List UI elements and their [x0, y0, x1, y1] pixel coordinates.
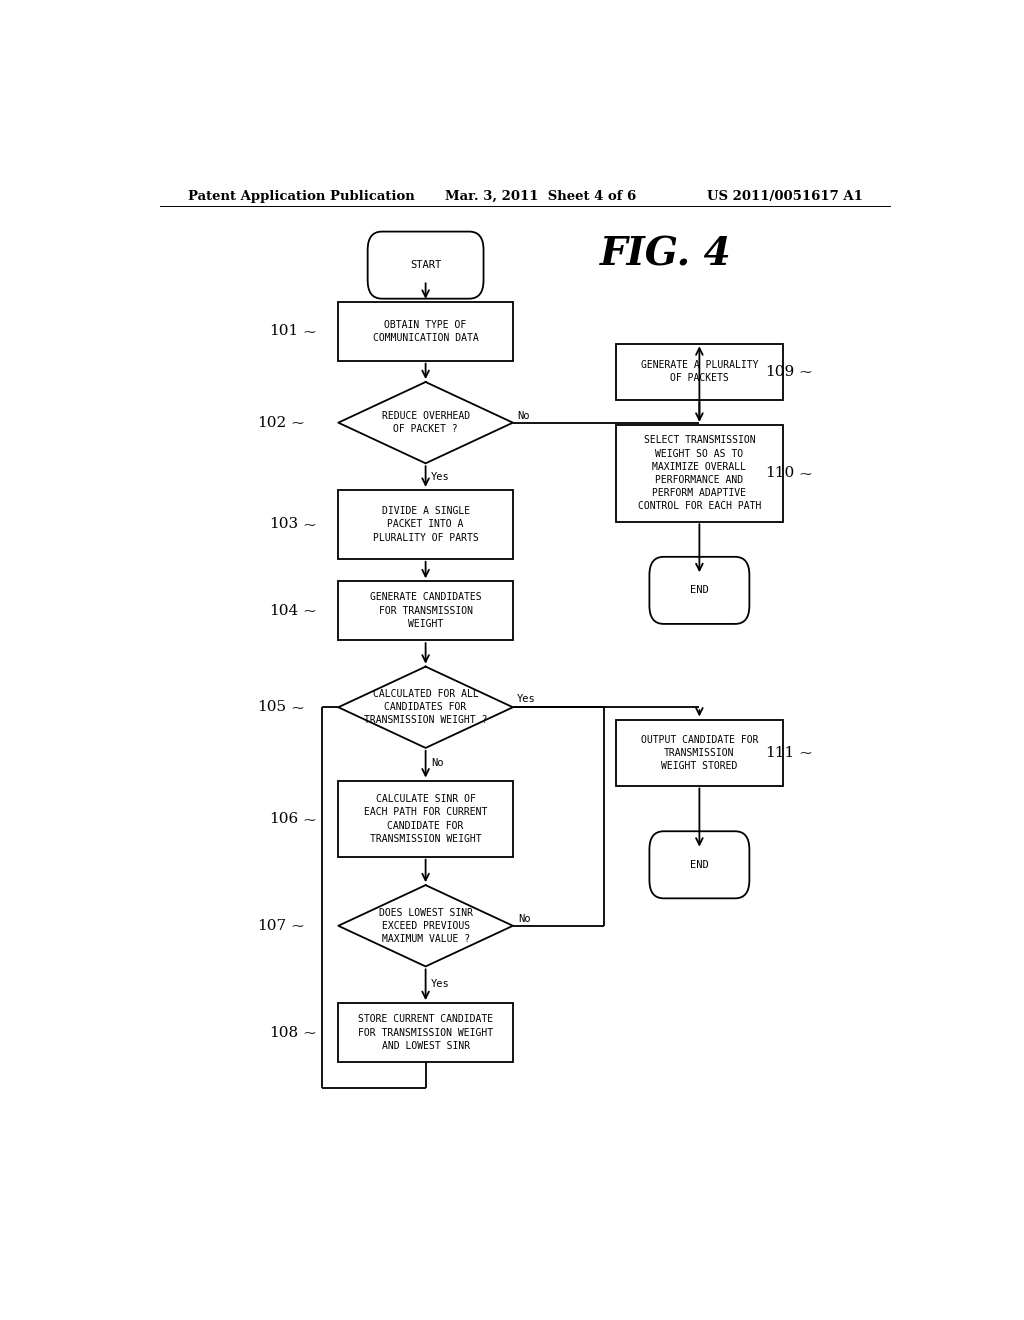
- Text: 111: 111: [765, 746, 795, 760]
- Text: Patent Application Publication: Patent Application Publication: [187, 190, 415, 202]
- Text: No: No: [517, 411, 529, 421]
- Text: DOES LOWEST SINR
EXCEED PREVIOUS
MAXIMUM VALUE ?: DOES LOWEST SINR EXCEED PREVIOUS MAXIMUM…: [379, 908, 473, 944]
- FancyBboxPatch shape: [368, 231, 483, 298]
- Text: No: No: [431, 758, 443, 768]
- Text: 101: 101: [269, 325, 299, 338]
- FancyBboxPatch shape: [616, 345, 782, 400]
- Text: 105: 105: [258, 700, 287, 714]
- Text: CALCULATED FOR ALL
CANDIDATES FOR
TRANSMISSION WEIGHT ?: CALCULATED FOR ALL CANDIDATES FOR TRANSM…: [364, 689, 487, 726]
- FancyBboxPatch shape: [649, 557, 750, 624]
- FancyBboxPatch shape: [649, 832, 750, 899]
- Text: ~: ~: [291, 698, 305, 715]
- Polygon shape: [338, 886, 513, 966]
- Text: ~: ~: [303, 322, 316, 339]
- Text: 109: 109: [765, 364, 795, 379]
- Text: OUTPUT CANDIDATE FOR
TRANSMISSION
WEIGHT STORED: OUTPUT CANDIDATE FOR TRANSMISSION WEIGHT…: [641, 735, 758, 771]
- Text: ~: ~: [799, 363, 813, 380]
- Text: 107: 107: [258, 919, 287, 933]
- Text: REDUCE OVERHEAD
OF PACKET ?: REDUCE OVERHEAD OF PACKET ?: [382, 411, 470, 434]
- Text: ~: ~: [799, 744, 813, 762]
- Text: Yes: Yes: [517, 694, 536, 704]
- FancyBboxPatch shape: [338, 781, 513, 857]
- Text: END: END: [690, 585, 709, 595]
- FancyBboxPatch shape: [338, 302, 513, 360]
- Text: SELECT TRANSMISSION
WEIGHT SO AS TO
MAXIMIZE OVERALL
PERFORMANCE AND
PERFORM ADA: SELECT TRANSMISSION WEIGHT SO AS TO MAXI…: [638, 436, 761, 511]
- Text: 102: 102: [257, 416, 287, 430]
- Text: ~: ~: [291, 917, 305, 935]
- Text: US 2011/0051617 A1: US 2011/0051617 A1: [708, 190, 863, 202]
- Text: ~: ~: [303, 602, 316, 619]
- Text: 108: 108: [269, 1026, 299, 1040]
- Text: START: START: [410, 260, 441, 271]
- Text: 110: 110: [765, 466, 795, 480]
- Text: ~: ~: [303, 1024, 316, 1041]
- Text: Yes: Yes: [431, 978, 450, 989]
- Text: GENERATE A PLURALITY
OF PACKETS: GENERATE A PLURALITY OF PACKETS: [641, 360, 758, 383]
- FancyBboxPatch shape: [616, 719, 782, 785]
- Text: DIVIDE A SINGLE
PACKET INTO A
PLURALITY OF PARTS: DIVIDE A SINGLE PACKET INTO A PLURALITY …: [373, 506, 478, 543]
- Text: Yes: Yes: [431, 471, 450, 482]
- Text: GENERATE CANDIDATES
FOR TRANSMISSION
WEIGHT: GENERATE CANDIDATES FOR TRANSMISSION WEI…: [370, 593, 481, 628]
- Text: Mar. 3, 2011  Sheet 4 of 6: Mar. 3, 2011 Sheet 4 of 6: [445, 190, 637, 202]
- Text: ~: ~: [799, 465, 813, 482]
- Text: OBTAIN TYPE OF
COMMUNICATION DATA: OBTAIN TYPE OF COMMUNICATION DATA: [373, 319, 478, 343]
- Text: CALCULATE SINR OF
EACH PATH FOR CURRENT
CANDIDATE FOR
TRANSMISSION WEIGHT: CALCULATE SINR OF EACH PATH FOR CURRENT …: [364, 795, 487, 843]
- Text: 106: 106: [269, 812, 299, 826]
- FancyBboxPatch shape: [338, 581, 513, 640]
- Text: STORE CURRENT CANDIDATE
FOR TRANSMISSION WEIGHT
AND LOWEST SINR: STORE CURRENT CANDIDATE FOR TRANSMISSION…: [358, 1014, 494, 1051]
- Text: FIG. 4: FIG. 4: [600, 236, 732, 275]
- FancyBboxPatch shape: [338, 1003, 513, 1063]
- FancyBboxPatch shape: [616, 425, 782, 521]
- Text: ~: ~: [303, 810, 316, 828]
- FancyBboxPatch shape: [338, 490, 513, 558]
- Polygon shape: [338, 381, 513, 463]
- Text: 103: 103: [269, 517, 299, 532]
- Text: No: No: [518, 913, 531, 924]
- Text: ~: ~: [291, 414, 305, 432]
- Text: 104: 104: [269, 603, 299, 618]
- Text: ~: ~: [303, 516, 316, 533]
- Text: END: END: [690, 859, 709, 870]
- Polygon shape: [338, 667, 513, 748]
